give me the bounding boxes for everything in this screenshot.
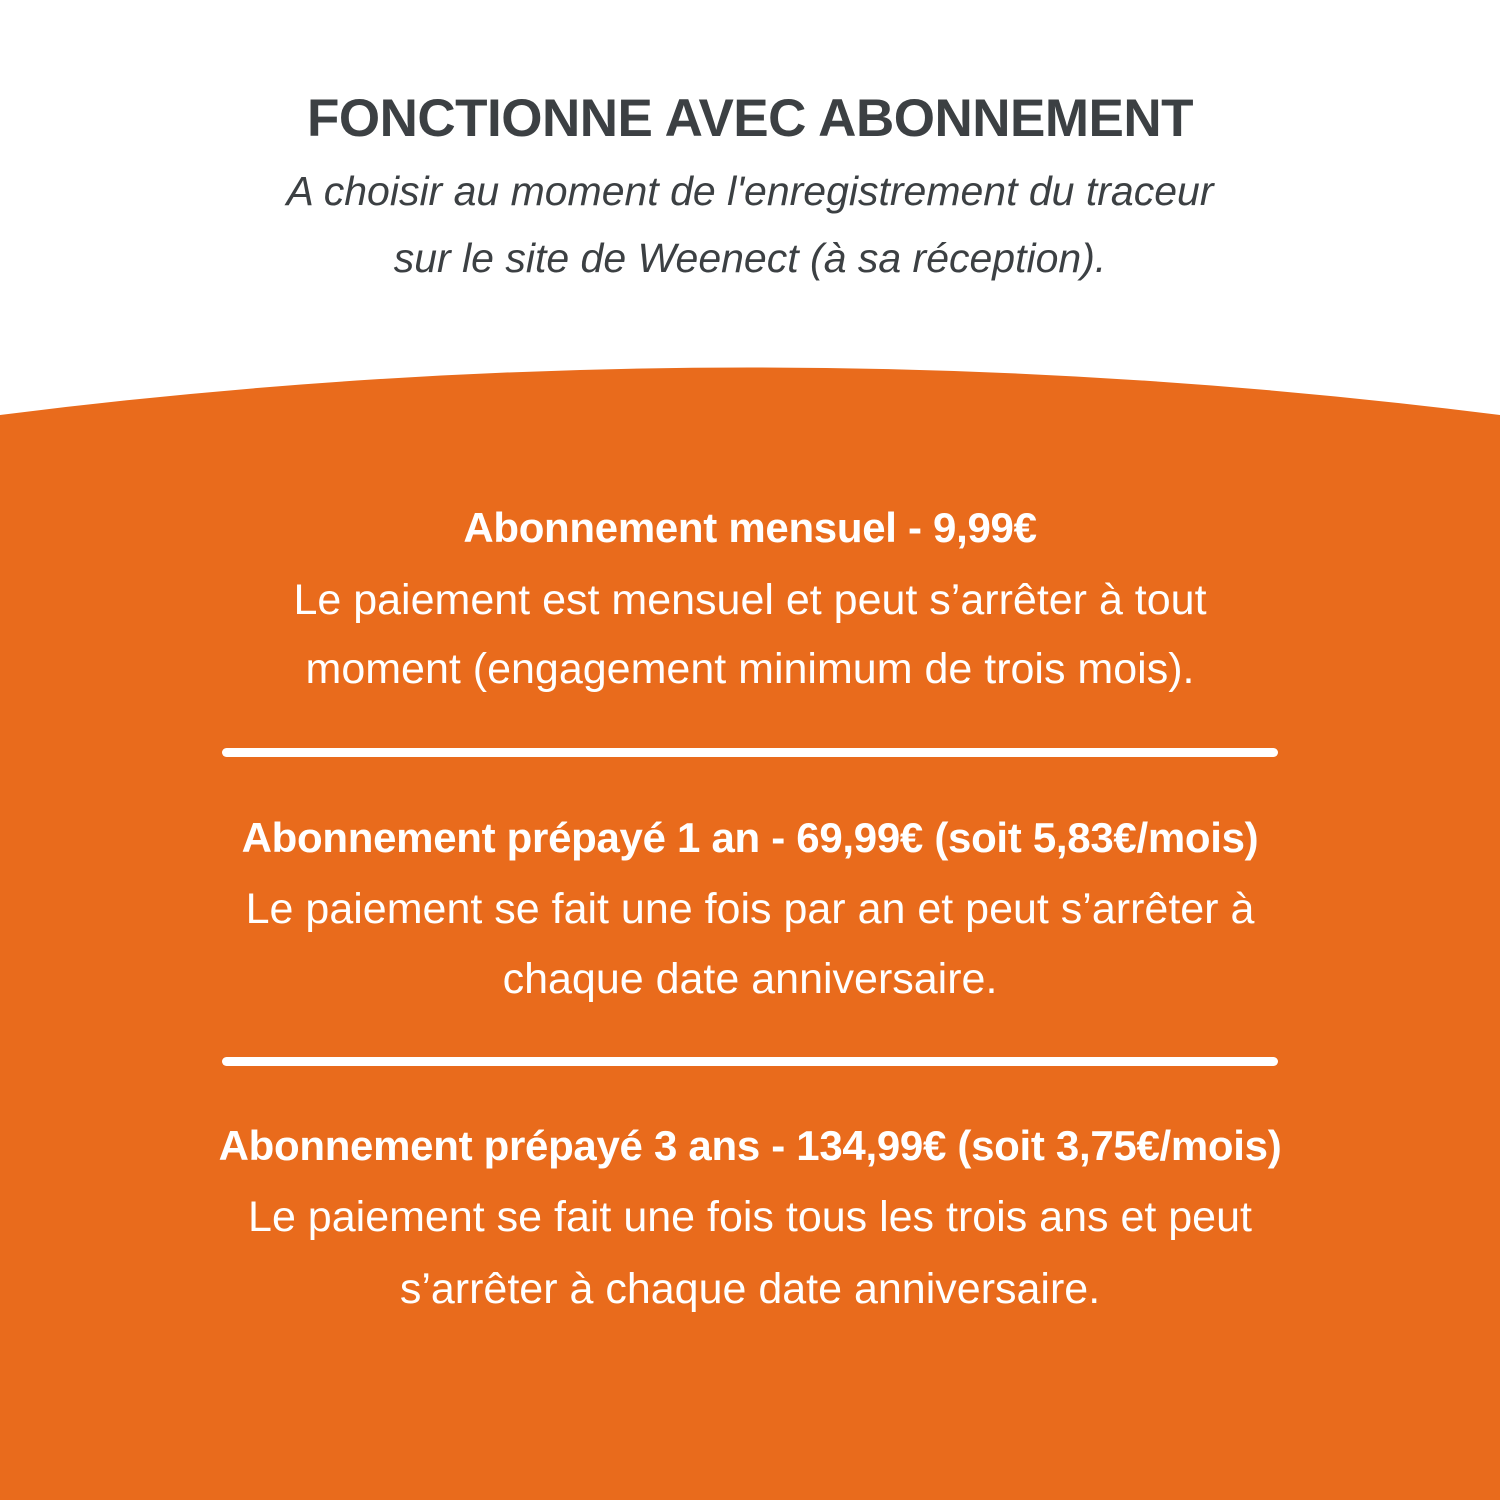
plan-heading: Abonnement prépayé 3 ans - 134,99€ (soit… xyxy=(218,1122,1282,1169)
subtitle-line-1: A choisir au moment de l'enregistrement … xyxy=(286,168,1214,214)
plan-description-line: chaque date anniversaire. xyxy=(502,955,998,1003)
plan-heading: Abonnement mensuel - 9,99€ xyxy=(463,504,1037,551)
plan-description-line: Le paiement se fait une fois tous les tr… xyxy=(248,1193,1252,1241)
plan-description-line: s’arrêter à chaque date anniversaire. xyxy=(399,1265,1101,1313)
plan-description-line: Le paiement se fait une fois par an et p… xyxy=(245,885,1255,933)
page-title: FONCTIONNE AVEC ABONNEMENT xyxy=(306,89,1194,148)
plan-heading: Abonnement prépayé 1 an - 69,99€ (soit 5… xyxy=(241,814,1259,861)
divider xyxy=(222,1057,1278,1066)
plan-description-line: moment (engagement minimum de trois mois… xyxy=(305,645,1195,693)
subtitle-line-2: sur le site de Weenect (à sa réception). xyxy=(393,235,1107,281)
divider xyxy=(222,748,1278,757)
plan-description-line: Le paiement est mensuel et peut s’arrête… xyxy=(293,576,1207,624)
